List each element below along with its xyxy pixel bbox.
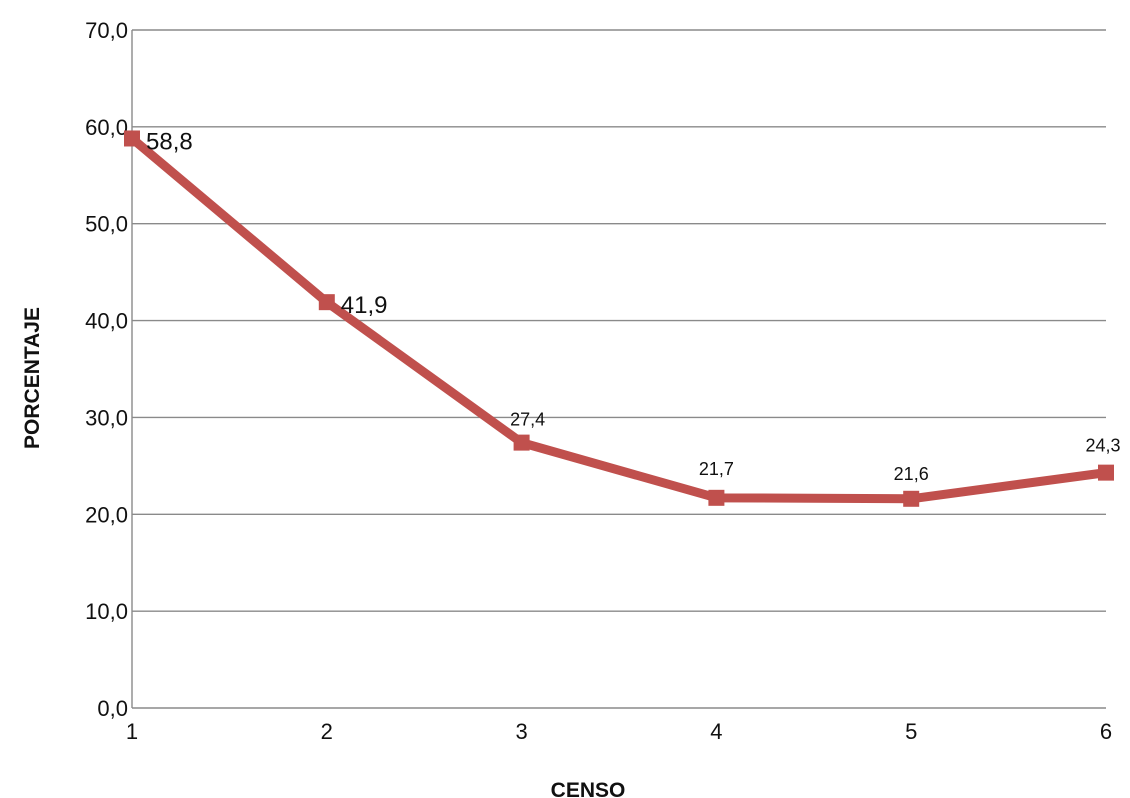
data-point-marker — [903, 490, 920, 507]
y-tick-label: 50,0 — [85, 212, 128, 237]
x-tick-label: 4 — [710, 719, 722, 744]
y-tick-label: 70,0 — [85, 18, 128, 43]
x-tick-label: 2 — [321, 719, 333, 744]
x-tick-label: 3 — [515, 719, 527, 744]
x-tick-label: 5 — [905, 719, 917, 744]
y-tick-label: 0,0 — [97, 696, 128, 721]
data-label: 21,7 — [699, 459, 734, 479]
axes: 0,0 10,0 20,0 30,0 40,0 50,0 60,0 70,0 1 2 3 4 5 6 — [85, 18, 1112, 744]
data-label: 58,8 — [146, 128, 193, 155]
y-axis-title: PORCENTAJE — [21, 307, 44, 449]
y-tick-label: 60,0 — [85, 115, 128, 140]
data-point-marker — [1098, 464, 1114, 481]
data-labels: 58,8 41,9 27,4 21,7 21,6 24,3 — [146, 128, 1121, 483]
y-tick-label: 20,0 — [85, 502, 128, 527]
data-point-marker — [124, 130, 140, 147]
x-tick-label: 1 — [126, 719, 138, 744]
data-point-marker — [318, 294, 335, 311]
x-axis-title: CENSO — [551, 779, 626, 798]
series-layer — [124, 130, 1114, 507]
data-point-marker — [513, 434, 530, 451]
gridlines — [132, 29, 1106, 709]
y-tick-label: 10,0 — [85, 599, 128, 624]
data-label: 24,3 — [1085, 436, 1120, 456]
data-point-marker — [708, 489, 725, 506]
y-tick-label: 40,0 — [85, 309, 128, 334]
y-tick-label: 30,0 — [85, 405, 128, 430]
series-line — [129, 135, 1107, 504]
data-label: 21,6 — [894, 464, 929, 484]
data-label: 27,4 — [510, 410, 545, 430]
data-label: 41,9 — [341, 292, 388, 319]
x-tick-label: 6 — [1100, 719, 1112, 744]
